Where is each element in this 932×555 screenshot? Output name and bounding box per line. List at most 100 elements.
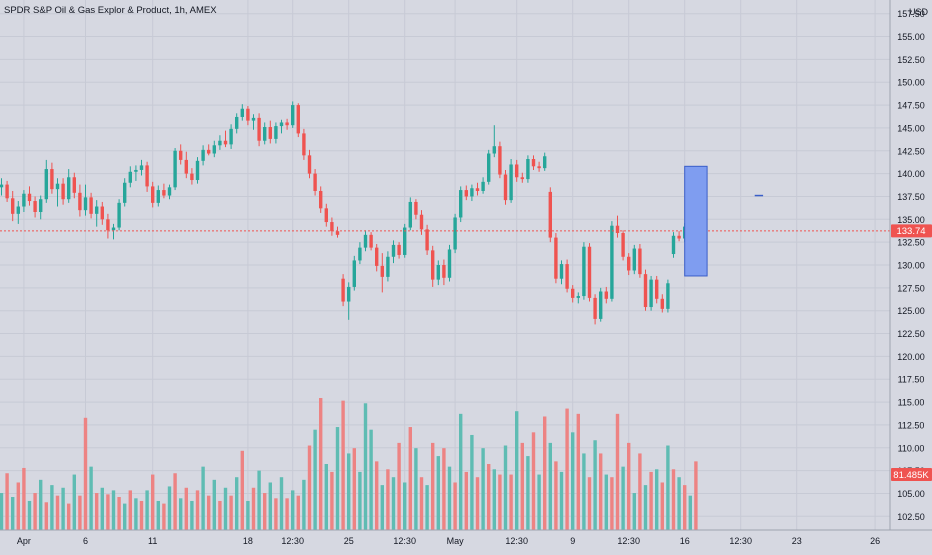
candle-body	[352, 260, 356, 287]
volume-bar	[369, 429, 373, 530]
volume-bar	[509, 474, 513, 530]
price-tick-label: 115.00	[898, 398, 925, 408]
candle-body	[526, 159, 530, 180]
volume-bar	[341, 400, 345, 530]
candle-body	[39, 199, 43, 212]
volume-bar	[397, 442, 401, 530]
price-tick-label: 127.50	[897, 283, 925, 293]
volume-bar	[688, 495, 692, 530]
volume-bar	[453, 482, 457, 530]
projection-box[interactable]	[684, 165, 708, 277]
volume-bar	[313, 429, 317, 530]
candle-body	[179, 150, 183, 160]
candle-body	[106, 219, 110, 231]
candle-body	[251, 117, 256, 121]
candle-body	[369, 234, 373, 248]
volume-bar	[302, 479, 306, 530]
volume-bar	[246, 500, 250, 530]
volume-bar	[212, 479, 216, 530]
volume-bar	[571, 432, 575, 530]
candle-body	[643, 274, 648, 308]
time-tick-label: 12:30	[505, 536, 528, 546]
volume-bar	[403, 482, 407, 530]
candle-body	[621, 233, 625, 257]
volume-bar	[39, 479, 43, 530]
volume-bar	[503, 445, 508, 530]
candle-body	[167, 187, 172, 196]
volume-bar	[67, 503, 71, 530]
time-tick-label: 9	[570, 536, 575, 546]
volume-bar	[408, 427, 412, 530]
volume-bar	[279, 477, 284, 530]
volume-bar	[285, 498, 289, 530]
price-tick-label: 142.50	[897, 146, 925, 156]
volume-bar	[537, 474, 541, 530]
candle-body	[481, 181, 485, 191]
candle-body	[212, 145, 216, 154]
candle-body	[55, 183, 60, 190]
candle-body	[565, 264, 569, 289]
time-tick-label: 12:30	[281, 536, 304, 546]
volume-bar	[5, 473, 9, 530]
price-tick-label: 157.50	[897, 9, 925, 19]
volume-bar	[240, 450, 244, 530]
volume-bar	[61, 487, 65, 530]
candle-body	[218, 140, 222, 146]
candle-body	[531, 159, 536, 167]
candle-body	[335, 231, 340, 235]
candle-body	[274, 126, 278, 139]
candle-body	[459, 190, 463, 218]
candle-body	[515, 164, 519, 178]
volume-bar	[330, 471, 334, 530]
candle-body	[89, 197, 93, 214]
volume-bar	[565, 408, 569, 530]
candle-body	[50, 169, 54, 190]
volume-bar	[543, 416, 547, 530]
candle-body	[16, 206, 20, 214]
volume-bar	[442, 448, 446, 530]
candle-body	[582, 246, 586, 297]
candle-body	[425, 229, 429, 251]
candle-body	[503, 174, 508, 201]
candle-body	[67, 177, 71, 200]
price-tick-label: 117.50	[898, 375, 925, 385]
candle-body	[173, 150, 177, 188]
candle-body	[151, 186, 155, 203]
volume-bar	[106, 494, 110, 530]
time-axis-bg	[0, 530, 932, 550]
candle-body	[431, 250, 435, 280]
price-tick-label: 132.50	[897, 238, 925, 248]
volume-bar	[184, 487, 188, 530]
time-tick-label: 12:30	[729, 536, 752, 546]
candle-body	[487, 153, 491, 182]
candle-body	[347, 286, 351, 302]
volume-bar	[173, 473, 177, 530]
time-axis[interactable]: Apr 6 11 18 12:30 25 12:30 May 12:30 9 12:30 16 12:3…	[17, 536, 880, 546]
candle-body	[145, 165, 149, 187]
price-tick-label: 122.50	[897, 329, 925, 339]
candle-body	[638, 248, 642, 275]
time-tick-label: Apr	[17, 536, 31, 546]
time-tick-label: 12:30	[393, 536, 416, 546]
volume-bar	[95, 493, 99, 530]
volume-bar	[649, 471, 653, 530]
price-tick-label: 145.00	[897, 123, 925, 133]
candle-body	[22, 193, 26, 207]
candle-body	[117, 202, 121, 228]
candle-body	[78, 192, 82, 211]
volume-bar	[296, 495, 300, 530]
volume-bar	[207, 495, 211, 530]
volume-bar	[162, 503, 166, 530]
candle-body	[134, 169, 138, 172]
volume-bars	[0, 398, 698, 530]
candle-body	[207, 149, 211, 154]
price-axis[interactable]: 157.50 155.00 152.50 150.00 147.50 145.00 142.…	[897, 9, 925, 522]
volume-bar	[487, 464, 491, 530]
volume-bar	[425, 485, 429, 530]
volume-bar	[123, 503, 127, 530]
candle-body	[302, 133, 306, 156]
candle-body	[291, 105, 295, 126]
candle-body	[408, 201, 412, 228]
volume-bar	[386, 469, 390, 530]
